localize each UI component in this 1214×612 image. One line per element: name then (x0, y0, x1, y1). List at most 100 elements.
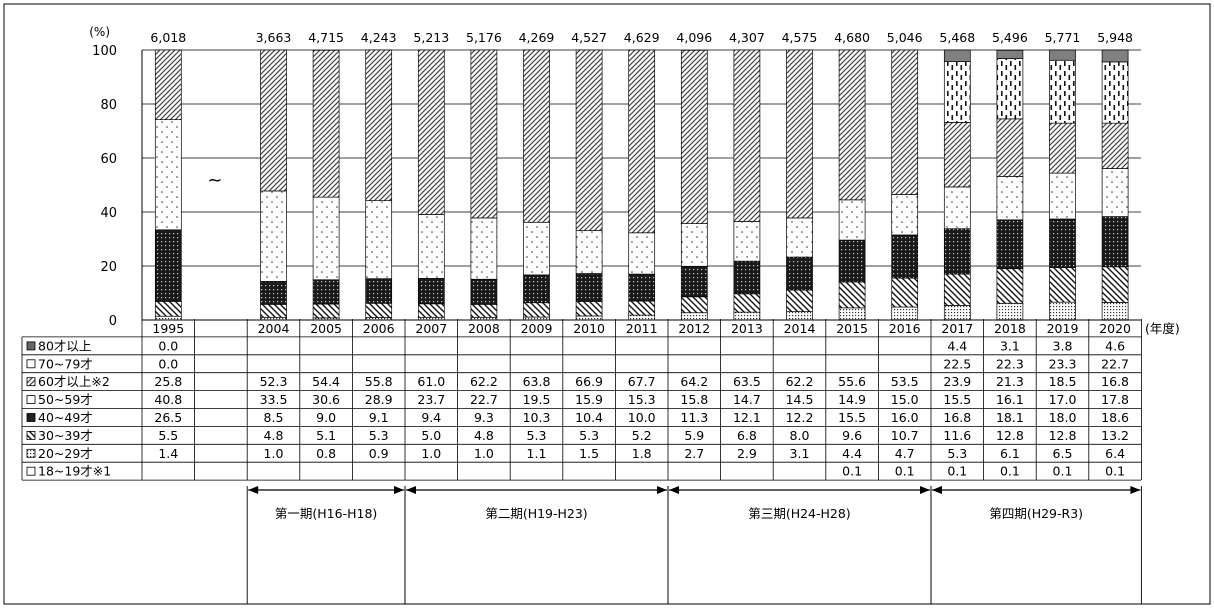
data-table-value: 18.5 (1049, 374, 1077, 389)
data-table-value: 18.6 (1101, 410, 1129, 425)
legend-swatch-age-30-39 (26, 430, 36, 440)
x-axis-unit-label: (年度) (1145, 321, 1180, 336)
bar-segment-age-60-plus (312, 49, 340, 198)
data-table-value: 16.8 (943, 410, 971, 425)
data-table-value: 9.6 (842, 428, 862, 443)
data-table-value: 23.7 (417, 392, 445, 407)
data-table-value: 14.9 (838, 392, 866, 407)
bar-segment-age-70-79 (943, 61, 971, 123)
data-table-value: 52.3 (260, 374, 288, 389)
bar-segment-age-50-59 (575, 230, 603, 274)
bar-segment-age-50-59 (733, 221, 761, 262)
bar-segment-age-50-59 (786, 217, 813, 258)
data-table-value: 22.7 (470, 392, 498, 407)
data-table-value: 1.5 (579, 446, 599, 461)
bar-segment-age-80-plus (1049, 49, 1076, 61)
data-table-value: 5.3 (527, 428, 547, 443)
data-table-value: 15.5 (838, 410, 866, 425)
bar-segment-age-60-plus (470, 49, 498, 219)
data-table-value: 12.8 (996, 428, 1024, 443)
bar-segment-age-40-49 (417, 278, 445, 305)
data-table-value: 8.0 (790, 428, 810, 443)
y-tick-label: 80 (100, 98, 117, 113)
period-label: 第三期(H24-H28) (748, 506, 850, 521)
data-table-value: 55.6 (838, 374, 866, 389)
bar-segment-age-40-49 (943, 228, 971, 275)
bar-segment-age-50-59 (996, 176, 1024, 221)
data-table-value: 4.8 (264, 428, 284, 443)
legend-label: 70~79才 (38, 356, 93, 371)
x-tick-label: 2007 (415, 321, 447, 336)
y-tick-label: 0 (109, 314, 117, 329)
bar-segment-age-80-plus (996, 49, 1024, 59)
data-table-value: 6.8 (737, 428, 757, 443)
data-table-value: 13.2 (1101, 428, 1129, 443)
bar-segment-age-50-59 (417, 214, 445, 279)
data-table-value: 1.4 (158, 446, 178, 461)
bar-segment-age-20-29 (628, 314, 656, 321)
data-table-value: 1.8 (632, 446, 652, 461)
y-tick-label: 60 (100, 152, 117, 167)
bar-segment-age-40-49 (786, 256, 813, 291)
bar-segment-age-30-39 (628, 300, 656, 316)
bar-segment-age-20-29 (575, 315, 603, 321)
bar-segment-age-30-39 (943, 273, 971, 306)
bar-segment-age-50-59 (1101, 168, 1129, 217)
x-tick-label: 2014 (784, 321, 816, 336)
data-table-value: 16.1 (996, 392, 1024, 407)
bar-segment-age-40-49 (312, 279, 340, 305)
bar-segment-age-60-plus (523, 49, 550, 223)
data-table-value: 5.2 (632, 428, 652, 443)
data-table-value: 4.4 (947, 338, 967, 353)
bar-segment-age-70-79 (1101, 61, 1129, 124)
data-table-value: 12.1 (733, 410, 761, 425)
legend-label: 40~49才 (38, 410, 93, 425)
legend-swatch-age-80-plus (26, 341, 36, 351)
bar-segment-age-50-59 (628, 232, 656, 275)
data-table-value: 6.5 (1053, 446, 1073, 461)
data-table-value: 67.7 (628, 374, 656, 389)
data-table-value: 26.5 (154, 410, 182, 425)
bar-segment-age-60-plus (1101, 122, 1129, 169)
bar-segment-age-50-59 (943, 186, 971, 230)
data-table-value: 25.8 (154, 374, 182, 389)
bar-segment-age-20-29 (996, 302, 1024, 321)
bar-segment-age-30-39 (838, 281, 866, 309)
y-axis-unit-label: (%) (89, 25, 110, 39)
bar-segment-age-60-plus (680, 49, 708, 224)
x-tick-label: 1995 (152, 321, 184, 336)
data-table-value: 33.5 (260, 392, 288, 407)
bar-total-label: 4,527 (571, 30, 607, 45)
data-table-value: 17.0 (1049, 392, 1077, 407)
x-tick-label: 2018 (994, 321, 1026, 336)
period-arrowhead (657, 486, 667, 494)
bar-total-label: 4,575 (782, 30, 818, 45)
data-table-value: 0.1 (1105, 464, 1125, 479)
data-table-value: 63.5 (733, 374, 761, 389)
x-tick-label: 2006 (363, 321, 395, 336)
data-table-value: 5.1 (316, 428, 336, 443)
data-table-value: 10.3 (523, 410, 551, 425)
bar-segment-age-50-59 (312, 196, 340, 281)
bar-segment-age-30-39 (523, 302, 550, 318)
bar-segment-age-20-29 (1101, 302, 1129, 321)
data-table-value: 1.1 (527, 446, 547, 461)
data-table-value: 9.4 (421, 410, 441, 425)
bar-segment-age-30-39 (1101, 266, 1129, 303)
data-table-value: 4.6 (1105, 338, 1125, 353)
data-table-value: 3.1 (790, 446, 810, 461)
bar-segment-age-40-49 (1049, 218, 1076, 268)
legend-label: 30~39才 (38, 428, 93, 443)
data-table-value: 14.7 (733, 392, 761, 407)
data-table-value: 53.5 (891, 374, 919, 389)
x-tick-label: 2011 (626, 321, 658, 336)
data-table-value: 0.1 (842, 464, 862, 479)
x-tick-label: 2013 (731, 321, 763, 336)
data-table-value: 15.9 (575, 392, 603, 407)
data-table-value: 12.8 (1049, 428, 1077, 443)
bar-segment-age-30-39 (733, 293, 761, 313)
data-table-value: 16.8 (1101, 374, 1129, 389)
data-table-value: 1.0 (421, 446, 441, 461)
data-table-value: 9.0 (316, 410, 336, 425)
